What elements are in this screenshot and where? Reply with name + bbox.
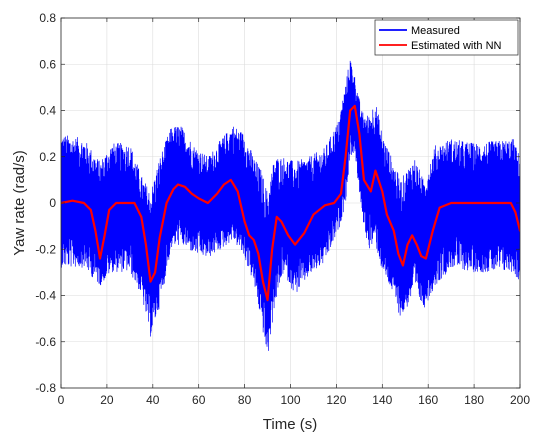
legend: Measured Estimated with NN [374, 19, 519, 56]
y-tick-label: -0.6 [35, 335, 56, 349]
x-tick-label: 0 [58, 393, 65, 407]
series-line-estimated [61, 104, 520, 302]
x-tick-label: 40 [146, 393, 160, 407]
x-tick-label: 200 [510, 393, 530, 407]
x-tick-label: 140 [372, 393, 392, 407]
y-tick-label: -0.4 [35, 289, 56, 303]
y-tick-label: 0.2 [39, 150, 56, 164]
legend-label-measured: Measured [411, 25, 460, 37]
axis-ticks [60, 17, 521, 389]
series-line-measured [61, 60, 520, 351]
y-tick-label: 0.4 [39, 104, 56, 118]
y-tick-label: -0.8 [35, 381, 56, 395]
legend-label-estimated: Estimated with NN [411, 40, 502, 52]
x-tick-label: 120 [326, 393, 346, 407]
x-tick-label: 100 [280, 393, 300, 407]
x-tick-label: 80 [238, 393, 252, 407]
y-tick-label: 0.6 [39, 57, 56, 71]
y-tick-label: 0.8 [39, 11, 56, 25]
x-tick-label: 60 [192, 393, 206, 407]
x-tick-label: 180 [464, 393, 484, 407]
y-tick-label: -0.2 [35, 242, 56, 256]
x-axis-label: Time (s) [263, 416, 317, 433]
legend-box [374, 19, 519, 56]
x-tick-label: 160 [418, 393, 438, 407]
x-tick-labels: 0 20 40 60 80 100 120 140 160 180 200 [58, 393, 531, 407]
plot-area [61, 60, 520, 351]
x-tick-label: 20 [100, 393, 114, 407]
y-axis-label: Yaw rate (rad/s) [11, 150, 28, 256]
y-tick-label: 0 [49, 196, 56, 210]
y-tick-labels: -0.8 -0.6 -0.4 -0.2 0 0.2 0.4 0.6 0.8 [35, 11, 56, 395]
